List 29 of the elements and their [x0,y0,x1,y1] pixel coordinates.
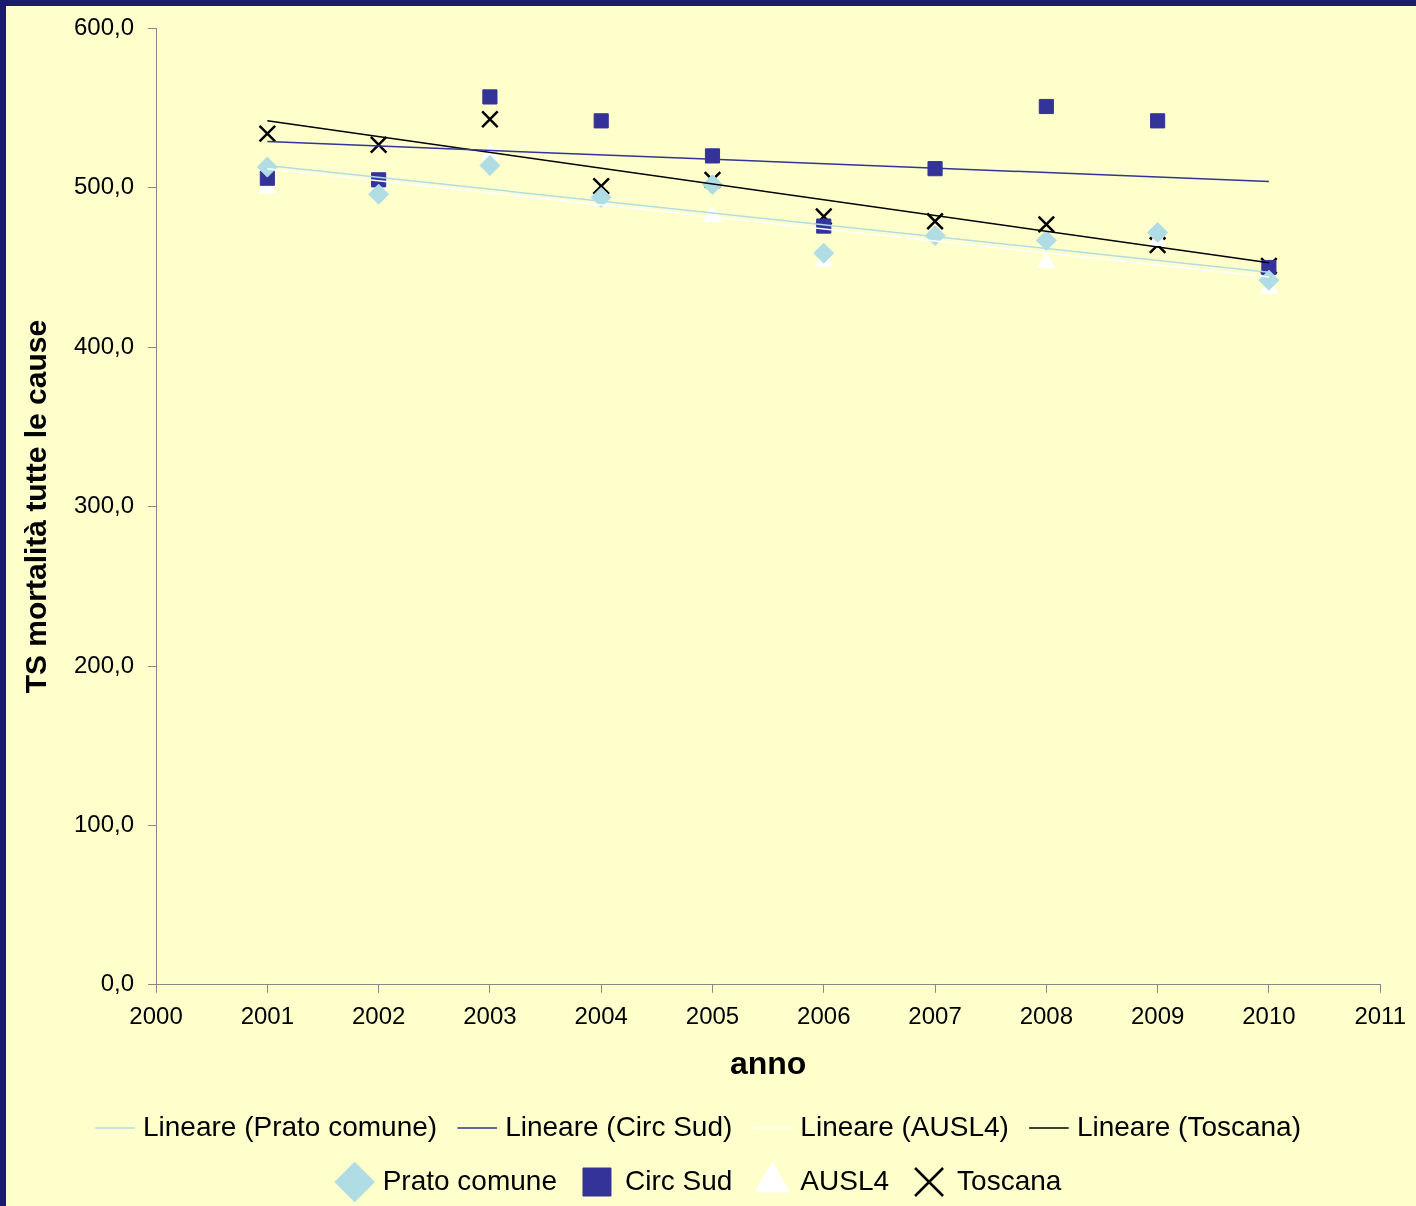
x-tick-label: 2007 [908,1001,962,1029]
x-tick-label: 2008 [1019,1001,1074,1029]
y-tick-label: 300,0 [74,491,135,519]
legend-label: Prato comune [382,1164,557,1196]
x-tick-label: 2011 [1354,1001,1406,1029]
x-axis-title: anno [729,1044,807,1081]
legend-label: Lineare (AUSL4) [800,1110,1009,1142]
y-tick-label: 0,0 [100,969,135,997]
legend-label: Lineare (Prato comune) [142,1110,438,1142]
legend-label: Toscana [957,1164,1062,1196]
x-tick-label: 2004 [574,1001,628,1029]
y-axis-title: TS mortalità tutte le cause [19,319,53,694]
y-tick-label: 100,0 [74,810,135,838]
legend-label: Circ Sud [624,1164,733,1196]
y-tick-label: 200,0 [74,650,135,678]
x-tick-label: 2006 [797,1001,851,1029]
x-tick-label: 2003 [463,1001,517,1029]
x-tick-label: 2009 [1130,1001,1185,1029]
x-tick-label: 2001 [240,1001,295,1029]
y-tick-label: 400,0 [74,331,135,359]
x-tick-label: 2005 [685,1001,740,1029]
y-tick-label: 600,0 [74,13,135,41]
y-tick-label: 500,0 [74,172,135,200]
x-tick-label: 2000 [129,1001,183,1029]
x-tick-label: 2002 [351,1001,406,1029]
legend-label: Lineare (Toscana) [1076,1110,1302,1142]
x-tick-label: 2010 [1242,1001,1296,1029]
legend-label: AUSL4 [800,1164,890,1196]
legend-label: Lineare (Circ Sud) [505,1110,733,1142]
